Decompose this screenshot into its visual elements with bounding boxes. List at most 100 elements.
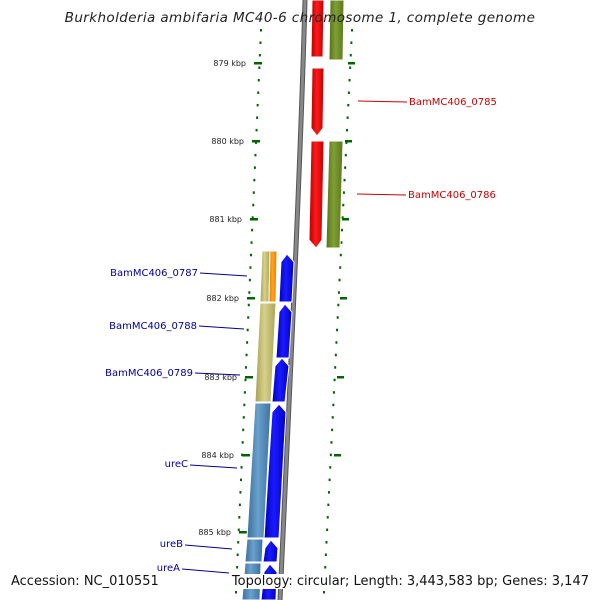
outer-ruler-dot (339, 266, 342, 269)
major-tick (250, 218, 258, 221)
outer-ruler-dot (325, 541, 328, 544)
inner-ruler-dot (245, 366, 247, 369)
gene-leader-line (184, 544, 233, 550)
outer-ruler-dot (348, 78, 351, 82)
label-leaders (181, 100, 408, 574)
inner-ruler-dot (238, 503, 241, 507)
gene-leader-line (189, 464, 238, 469)
inner-ruler-dot (240, 478, 242, 482)
cds-arrow (308, 140, 325, 249)
inner-ruler-dot (238, 516, 241, 519)
inner-ruler-dot (239, 491, 242, 494)
features (241, 0, 345, 600)
inner-ruler-dot (247, 316, 250, 319)
tick-label: 885 kbp (198, 528, 231, 537)
inner-ruler-dot (257, 91, 260, 94)
outer-ruler-dot (351, 29, 353, 32)
map-title: Burkholderia ambifaria MC40-6 chromosome… (64, 10, 536, 26)
outer-ruler-dot (347, 103, 350, 107)
inner-ruler-dot (249, 266, 252, 269)
outer-ruler-dot (341, 216, 344, 219)
gene-leader-line (199, 272, 248, 277)
gene-leader-line (356, 193, 407, 196)
outer-ruler-dot (326, 516, 329, 519)
gene-leader-line (181, 568, 230, 574)
inner-ruler-dot (260, 29, 262, 32)
outer-ruler-dot (334, 353, 337, 357)
outer-ruler-dot (334, 366, 337, 369)
inner-ruler-dot (253, 178, 256, 182)
tick-label: 882 kbp (206, 294, 239, 303)
outer-ruler-dot (344, 166, 347, 169)
major-tick (254, 62, 262, 65)
outer-ruler-dot (330, 441, 333, 444)
gene-label: BamMC406_0787 (110, 268, 198, 279)
tick-label: 880 kbp (211, 137, 244, 146)
outer-ruler-dot (324, 553, 327, 557)
cog-block (268, 250, 278, 303)
inner-ruler-dot (248, 291, 251, 294)
gene-label: ureC (165, 459, 188, 470)
cds-arrow (262, 539, 279, 563)
outer-ruler-dot (346, 128, 349, 132)
outer-ruler-dot (341, 228, 344, 232)
gene-label: BamMC406_0788 (109, 321, 197, 332)
inner-ruler-dot (252, 203, 255, 207)
inner-ruler-dot (237, 541, 240, 544)
inner-ruler-dot (259, 41, 262, 44)
ruler-dots (235, 29, 355, 594)
gene-label: ureA (157, 563, 180, 574)
gene-leader-line (357, 100, 408, 103)
backbone (277, 0, 308, 600)
tick-label: 879 kbp (213, 59, 246, 68)
inner-ruler-dot (251, 216, 254, 219)
outer-ruler-dot (328, 478, 331, 482)
cog-block (328, 0, 345, 61)
inner-ruler-dot (246, 328, 249, 332)
cog-block (259, 250, 271, 303)
labels: 879 kbp 880 kbp 881 kbp 882 kbp 883 kbp 884 k… (105, 59, 497, 574)
gene-label: BamMC406_0785 (409, 97, 497, 108)
inner-ruler-dot (242, 416, 245, 419)
outer-ruler-dot (329, 466, 332, 469)
outer-ruler-dot (345, 141, 348, 144)
inner-ruler-dot (253, 166, 256, 169)
outer-major-tick (342, 218, 349, 221)
inner-ruler-dot (252, 191, 255, 194)
major-tick (239, 531, 247, 534)
inner-ruler-dot (258, 66, 261, 69)
inner-ruler-dot (250, 241, 253, 244)
inner-ruler-dot (242, 428, 245, 432)
cds-arrow (278, 253, 295, 303)
outer-major-tick (334, 454, 341, 457)
outer-ruler-dot (349, 53, 352, 57)
outer-major-tick (337, 376, 344, 379)
accession-text: Accession: NC_010551 (9, 574, 161, 589)
inner-ruler-dot (237, 528, 240, 532)
outer-ruler-dot (350, 41, 353, 44)
inner-ruler-dot (257, 78, 260, 82)
inner-ruler-dot (258, 53, 261, 57)
inner-ruler-dot (255, 128, 258, 132)
outer-ruler-dot (337, 291, 340, 294)
outer-ruler-dot (342, 203, 345, 207)
tick-label: 884 kbp (201, 451, 234, 460)
outer-ruler-dot (332, 391, 335, 394)
outer-major-tick (340, 297, 347, 300)
cds-arrow (310, 67, 325, 137)
outer-ruler-dot (335, 341, 338, 344)
major-tick (252, 140, 260, 143)
outer-ruler-dot (332, 403, 335, 407)
inner-ruler-dot (251, 228, 254, 232)
outer-ruler-dot (336, 328, 339, 332)
tick-label: 881 kbp (209, 215, 242, 224)
cog-block (254, 302, 277, 403)
cog-block (244, 538, 264, 563)
outer-ruler-dot (349, 66, 352, 69)
genome-summary-text: Topology: circular; Length: 3,443,583 bp… (229, 574, 591, 589)
outer-ruler-dot (346, 116, 349, 119)
major-tick (247, 297, 255, 300)
outer-major-tick (345, 140, 352, 143)
gene-leader-line (194, 372, 241, 376)
